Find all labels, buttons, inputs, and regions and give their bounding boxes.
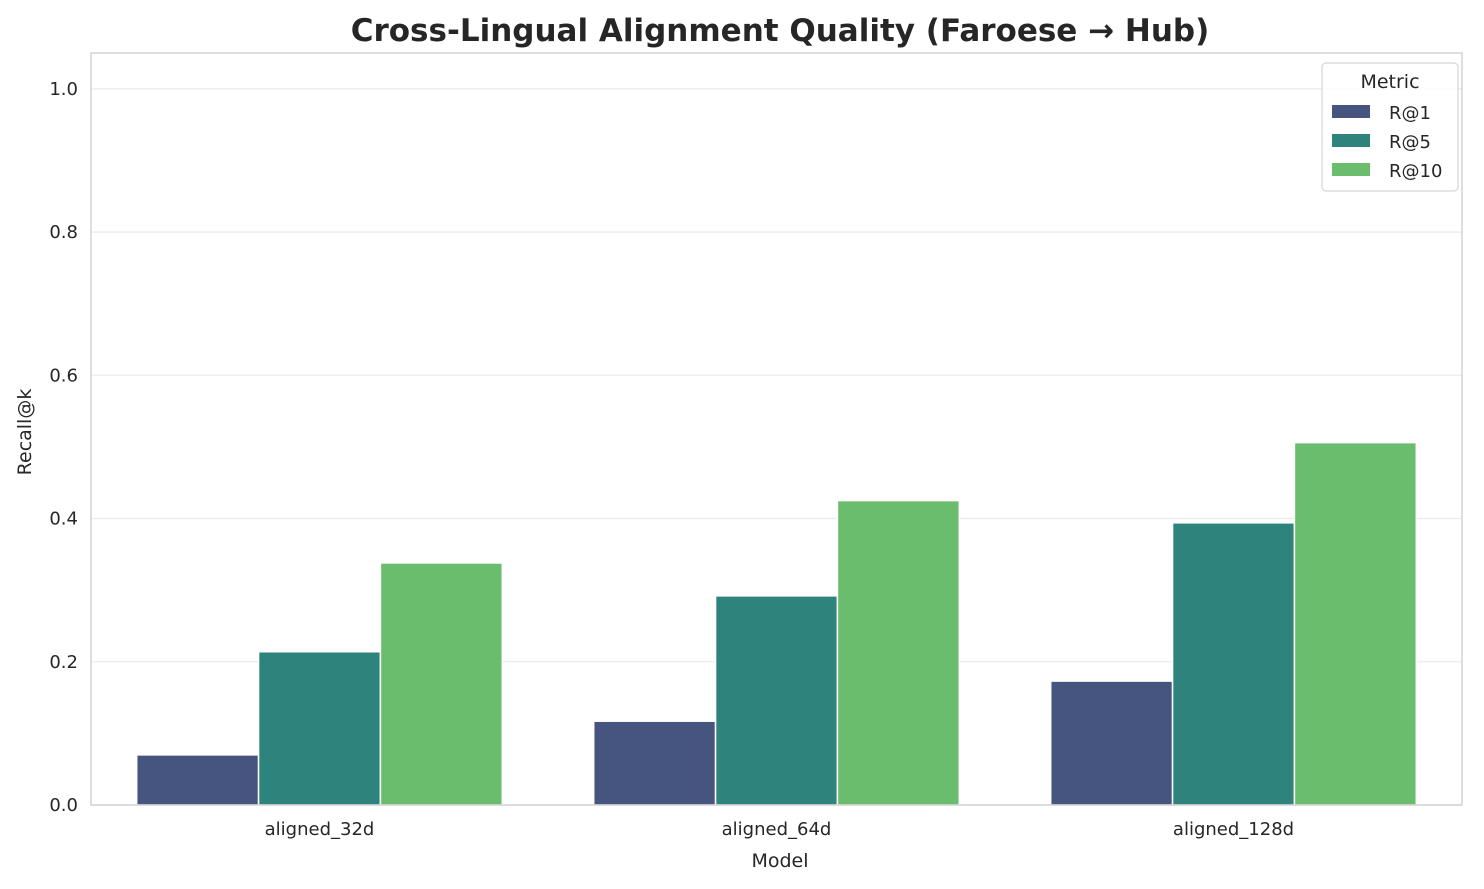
chart-title: Cross-Lingual Alignment Quality (Faroese…	[351, 13, 1210, 49]
x-tick-label: aligned_64d	[722, 819, 832, 840]
bars	[135, 441, 1418, 806]
bar-r-at-5-aligned_128d	[1171, 522, 1296, 806]
legend: Metric R@1 R@5 R@10	[1321, 62, 1459, 192]
y-tick-label: 0.2	[49, 652, 78, 673]
bar-r-at-5-aligned_64d	[714, 595, 839, 806]
legend-swatch	[1332, 163, 1370, 176]
x-axis-label: Model	[751, 850, 808, 872]
y-ticks: 0.0 0.2 0.4 0.6 0.8 1.0	[49, 79, 78, 816]
plot-frame	[90, 52, 1463, 806]
y-tick-label: 0.0	[49, 795, 78, 816]
y-tick-label: 0.8	[49, 222, 78, 243]
bar-r-at-10-aligned_32d	[379, 562, 504, 806]
x-ticks: aligned_32d aligned_64d aligned_128d	[265, 819, 1294, 840]
legend-swatch	[1332, 134, 1370, 147]
x-tick-label: aligned_32d	[265, 819, 375, 840]
y-tick-label: 0.4	[49, 509, 78, 530]
bar-r-at-1-aligned_64d	[592, 720, 717, 806]
bar-r-at-5-aligned_32d	[257, 650, 382, 806]
y-axis-label: Recall@k	[14, 389, 36, 476]
y-tick-label: 0.6	[49, 365, 78, 386]
bar-r-at-10-aligned_128d	[1293, 441, 1418, 806]
legend-label: R@10	[1389, 161, 1442, 182]
legend-label: R@5	[1389, 132, 1431, 153]
bar-r-at-10-aligned_64d	[836, 499, 961, 806]
bar-r-at-1-aligned_32d	[135, 754, 260, 806]
legend-swatch	[1332, 105, 1370, 118]
y-tick-label: 1.0	[49, 79, 78, 100]
legend-title: Metric	[1360, 71, 1419, 93]
x-tick-label: aligned_128d	[1173, 819, 1294, 840]
legend-box	[1321, 62, 1459, 192]
legend-label: R@1	[1389, 103, 1431, 124]
bar-r-at-1-aligned_128d	[1049, 680, 1174, 806]
